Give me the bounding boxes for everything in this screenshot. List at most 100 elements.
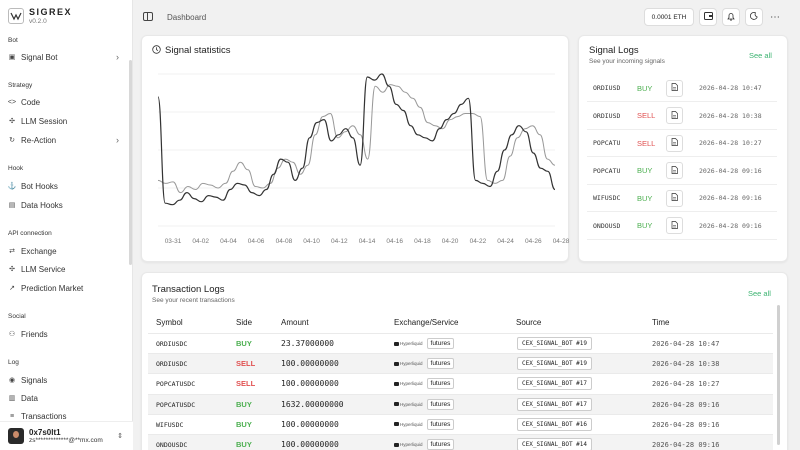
signal-logs-see-all-link[interactable]: See all bbox=[749, 51, 772, 60]
sidebar-item-data-hooks[interactable]: ▤ Data Hooks bbox=[8, 198, 123, 212]
view-signal-button[interactable] bbox=[666, 162, 683, 179]
user-email: zs*************@**mx.com bbox=[29, 437, 103, 444]
chart-x-tick-label: 04-24 bbox=[497, 238, 514, 245]
brand[interactable]: SIGREX v0.2.0 bbox=[8, 7, 72, 25]
view-signal-button[interactable] bbox=[666, 107, 683, 124]
logo-icon bbox=[8, 8, 24, 24]
sidebar-item-signal-bot[interactable]: ▣ Signal Bot › bbox=[8, 50, 123, 64]
table-scrollbar[interactable] bbox=[777, 305, 780, 445]
hyperliquid-logo: Hyperliquid bbox=[394, 422, 423, 427]
tx-symbol: ORDIUSDC bbox=[156, 340, 188, 348]
document-icon bbox=[671, 138, 678, 148]
tx-market-tag: futures bbox=[426, 378, 455, 390]
user-menu[interactable]: 0x7s0lt1 zs*************@**mx.com ⇕ bbox=[0, 421, 133, 450]
table-row[interactable]: WIFUSDC BUY 100.00000000 Hyperliquid futures… bbox=[148, 413, 773, 434]
tx-side: BUY bbox=[236, 440, 252, 449]
tx-market-tag: futures bbox=[426, 418, 455, 430]
sidebar-item-label: LLM Service bbox=[21, 264, 66, 274]
sidebar: SIGREX v0.2.0 Bot ▣ Signal Bot › Strateg… bbox=[0, 0, 133, 450]
column-header-time: Time bbox=[652, 318, 670, 327]
app-version: v0.2.0 bbox=[29, 18, 47, 25]
table-row[interactable]: ORDIUSDC BUY 23.37000000 Hyperliquid futures… bbox=[148, 333, 773, 353]
chart-x-tick-label: 04-18 bbox=[414, 238, 431, 245]
signal-log-row: POPCATU SELL 2026-04-28 10:27 bbox=[587, 130, 777, 157]
signal-side: BUY bbox=[637, 193, 653, 203]
chart-x-tick-label: 04-04 bbox=[220, 238, 237, 245]
tx-exchange: Hyperliquid futures bbox=[394, 418, 455, 430]
table-row[interactable]: ONDOUSDC BUY 100.00000000 Hyperliquid future… bbox=[148, 434, 773, 450]
sidebar-item-llm-session[interactable]: ✣ LLM Session bbox=[8, 114, 123, 128]
document-icon bbox=[671, 165, 678, 176]
section-log: Log bbox=[8, 359, 19, 366]
chart-x-tick-label: 04-12 bbox=[331, 238, 348, 245]
document-icon bbox=[671, 220, 678, 231]
sidebar-item-bot-hooks[interactable]: ⚓ Bot Hooks bbox=[8, 179, 123, 193]
signal-statistics-chart: 03-31 04-02 04-04 04-06 04-08 04-10 04-12 04-14… bbox=[157, 73, 570, 245]
sidebar-item-transactions[interactable]: ≡ Transactions bbox=[8, 409, 123, 423]
signal-log-row: POPCATU BUY 2026-04-28 09:16 bbox=[587, 158, 777, 185]
sidebar-item-exchange[interactable]: ⇄ Exchange bbox=[8, 244, 123, 258]
sidebar-item-llm-service[interactable]: ✣ LLM Service bbox=[8, 262, 123, 276]
table-row[interactable]: POPCATUSDC SELL 100.00000000 Hyperliquid fut… bbox=[148, 373, 773, 393]
tx-market-tag: futures bbox=[426, 398, 455, 410]
tx-source-badge: CEX_SIGNAL_BOT #17 bbox=[517, 397, 593, 411]
balance-button[interactable]: 0.0001 ETH bbox=[644, 8, 694, 26]
sidebar-item-code[interactable]: <> Code bbox=[8, 95, 123, 109]
column-header-exchange: Exchange/Service bbox=[394, 318, 459, 327]
hook-icon: ⚓ bbox=[7, 183, 17, 190]
hyperliquid-icon bbox=[394, 442, 399, 447]
notifications-button[interactable] bbox=[722, 8, 740, 26]
sidebar-item-label: Data Hooks bbox=[21, 200, 63, 210]
hyperliquid-icon bbox=[394, 402, 399, 407]
sidebar-item-label: Re-Action bbox=[21, 135, 57, 145]
sidebar-item-label: LLM Session bbox=[21, 116, 68, 126]
wallet-button[interactable] bbox=[699, 8, 717, 26]
hyperliquid-icon bbox=[394, 422, 399, 427]
signal-statistics-card: Signal statistics 03-31 04-02 04-04 04-06 04… bbox=[141, 35, 570, 262]
tx-symbol: ONDOUSDC bbox=[156, 441, 188, 449]
table-row[interactable]: POPCATUSDC BUY 1632.00000000 Hyperliquid fut… bbox=[148, 393, 773, 414]
table-row[interactable]: ORDIUSDC SELL 100.00000000 Hyperliquid futur… bbox=[148, 353, 773, 374]
view-signal-button[interactable] bbox=[666, 79, 683, 97]
theme-toggle-button[interactable] bbox=[745, 8, 763, 26]
signal-side: SELL bbox=[637, 111, 656, 120]
sidebar-item-signals[interactable]: ◉ Signals bbox=[8, 373, 123, 387]
tx-source-badge: CEX_SIGNAL_BOT #19 bbox=[517, 337, 593, 350]
tx-market-tag: futures bbox=[426, 338, 455, 349]
llm-icon: ✣ bbox=[9, 118, 15, 125]
sidebar-item-friends[interactable]: ⚇ Friends bbox=[8, 327, 123, 341]
sidebar-item-data[interactable]: ▥ Data bbox=[8, 391, 123, 405]
statistics-title: Signal statistics bbox=[165, 45, 231, 56]
sidebar-item-label: Bot Hooks bbox=[21, 181, 58, 191]
view-signal-button[interactable] bbox=[666, 134, 683, 152]
view-signal-button[interactable] bbox=[666, 189, 683, 207]
signal-log-row: ORDIUSD BUY 2026-04-28 10:47 bbox=[587, 75, 777, 102]
tx-time: 2026-04-28 10:27 bbox=[652, 380, 720, 389]
sidebar-item-re-action[interactable]: ↻ Re-Action › bbox=[8, 133, 123, 147]
transaction-logs-subtitle: See your recent transactions bbox=[152, 297, 235, 304]
sidebar-item-label: Signals bbox=[21, 375, 48, 385]
bot-icon: ▣ bbox=[8, 54, 16, 61]
more-options-icon[interactable]: ⋯ bbox=[770, 12, 781, 23]
sidebar-item-label: Friends bbox=[21, 329, 48, 339]
view-signal-button[interactable] bbox=[666, 217, 683, 234]
column-header-side: Side bbox=[236, 318, 253, 327]
llm-service-icon: ✣ bbox=[9, 266, 15, 273]
tx-source-badge: CEX_SIGNAL_BOT #19 bbox=[517, 357, 593, 371]
sidebar-item-label: Data bbox=[21, 393, 38, 403]
signal-time: 2026-04-28 09:16 bbox=[699, 194, 762, 202]
sidebar-item-label: Signal Bot bbox=[21, 52, 58, 62]
tx-exchange: Hyperliquid futures bbox=[394, 378, 455, 390]
sidebar-toggle-icon[interactable] bbox=[143, 12, 153, 21]
avatar bbox=[8, 428, 24, 444]
sidebar-item-prediction-market[interactable]: ↗ Prediction Market bbox=[8, 281, 123, 295]
signal-symbol: ONDOUSD bbox=[593, 221, 621, 230]
signal-log-row: ONDOUSD BUY 2026-04-28 09:16 bbox=[587, 213, 777, 240]
sidebar-scrollbar[interactable] bbox=[129, 60, 132, 265]
hyperliquid-logo: Hyperliquid bbox=[394, 402, 423, 407]
tx-amount: 23.37000000 bbox=[281, 339, 334, 348]
transaction-logs-see-all-link[interactable]: See all bbox=[748, 289, 771, 298]
tx-exchange: Hyperliquid futures bbox=[394, 358, 455, 370]
hyperliquid-logo: Hyperliquid bbox=[394, 442, 423, 447]
chart-x-tick-label: 04-16 bbox=[386, 238, 403, 245]
